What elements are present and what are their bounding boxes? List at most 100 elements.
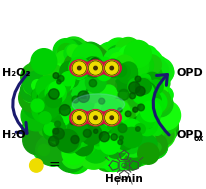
Circle shape <box>106 116 111 121</box>
Circle shape <box>128 92 157 122</box>
Circle shape <box>78 100 92 115</box>
Circle shape <box>63 89 91 116</box>
Circle shape <box>141 55 160 74</box>
Circle shape <box>21 63 49 91</box>
Circle shape <box>69 135 96 162</box>
Circle shape <box>118 89 129 100</box>
Circle shape <box>137 63 161 88</box>
Circle shape <box>103 93 131 121</box>
Circle shape <box>113 115 134 136</box>
Circle shape <box>128 84 143 99</box>
Circle shape <box>41 142 65 166</box>
Circle shape <box>41 91 55 105</box>
Circle shape <box>84 140 96 153</box>
Circle shape <box>133 128 154 149</box>
Circle shape <box>128 53 153 78</box>
Circle shape <box>70 101 80 111</box>
Circle shape <box>44 123 56 135</box>
Circle shape <box>28 70 52 94</box>
Circle shape <box>26 108 38 120</box>
Circle shape <box>101 79 126 104</box>
Circle shape <box>100 85 116 101</box>
Circle shape <box>42 132 61 150</box>
Circle shape <box>43 81 73 111</box>
Circle shape <box>87 152 104 169</box>
Circle shape <box>156 92 167 103</box>
Circle shape <box>77 91 89 102</box>
Circle shape <box>46 116 74 144</box>
Circle shape <box>123 68 136 81</box>
Circle shape <box>90 58 99 67</box>
Circle shape <box>75 91 92 108</box>
Text: Hemin: Hemin <box>105 174 142 184</box>
Circle shape <box>149 80 162 94</box>
Circle shape <box>44 106 55 117</box>
Circle shape <box>134 70 145 81</box>
Circle shape <box>57 111 77 130</box>
Circle shape <box>116 144 127 155</box>
Circle shape <box>45 125 63 143</box>
Circle shape <box>80 88 99 108</box>
Circle shape <box>139 87 150 99</box>
Circle shape <box>120 93 135 108</box>
Circle shape <box>143 134 152 144</box>
Circle shape <box>137 82 159 105</box>
Circle shape <box>117 140 122 145</box>
Circle shape <box>48 86 74 112</box>
Circle shape <box>144 133 166 156</box>
Circle shape <box>93 55 120 82</box>
Circle shape <box>120 88 132 100</box>
Circle shape <box>118 55 133 70</box>
Circle shape <box>124 139 138 154</box>
Circle shape <box>92 144 104 156</box>
Circle shape <box>47 120 65 138</box>
Circle shape <box>85 147 95 157</box>
Circle shape <box>51 114 61 124</box>
Circle shape <box>130 96 154 121</box>
Circle shape <box>79 69 90 81</box>
Circle shape <box>75 98 101 123</box>
Circle shape <box>29 113 58 142</box>
Ellipse shape <box>96 62 110 74</box>
Circle shape <box>37 73 63 98</box>
Circle shape <box>34 85 60 110</box>
Circle shape <box>140 105 153 119</box>
Circle shape <box>98 80 109 91</box>
Circle shape <box>56 48 71 63</box>
Circle shape <box>128 53 148 73</box>
Circle shape <box>132 107 137 112</box>
Circle shape <box>144 55 162 73</box>
Circle shape <box>42 56 66 80</box>
Circle shape <box>117 108 122 112</box>
Circle shape <box>37 100 59 122</box>
Circle shape <box>134 106 155 127</box>
Circle shape <box>110 134 117 140</box>
Circle shape <box>140 101 160 122</box>
Circle shape <box>91 67 100 76</box>
Ellipse shape <box>85 60 105 76</box>
Circle shape <box>61 93 89 122</box>
Circle shape <box>146 104 175 133</box>
Circle shape <box>110 89 129 107</box>
Circle shape <box>59 91 88 120</box>
Circle shape <box>95 64 107 76</box>
Circle shape <box>100 134 119 154</box>
Circle shape <box>76 111 91 127</box>
Circle shape <box>89 147 102 161</box>
Circle shape <box>78 59 95 76</box>
Circle shape <box>90 92 104 106</box>
Circle shape <box>60 61 79 81</box>
Circle shape <box>81 92 108 119</box>
Circle shape <box>82 95 112 125</box>
Circle shape <box>98 142 114 157</box>
Circle shape <box>43 122 62 141</box>
Circle shape <box>133 68 146 82</box>
Circle shape <box>37 56 62 81</box>
Circle shape <box>66 105 96 134</box>
Circle shape <box>95 129 125 159</box>
Circle shape <box>113 78 132 97</box>
Circle shape <box>70 72 90 92</box>
Circle shape <box>78 76 102 101</box>
Circle shape <box>83 102 94 112</box>
Circle shape <box>80 42 101 63</box>
